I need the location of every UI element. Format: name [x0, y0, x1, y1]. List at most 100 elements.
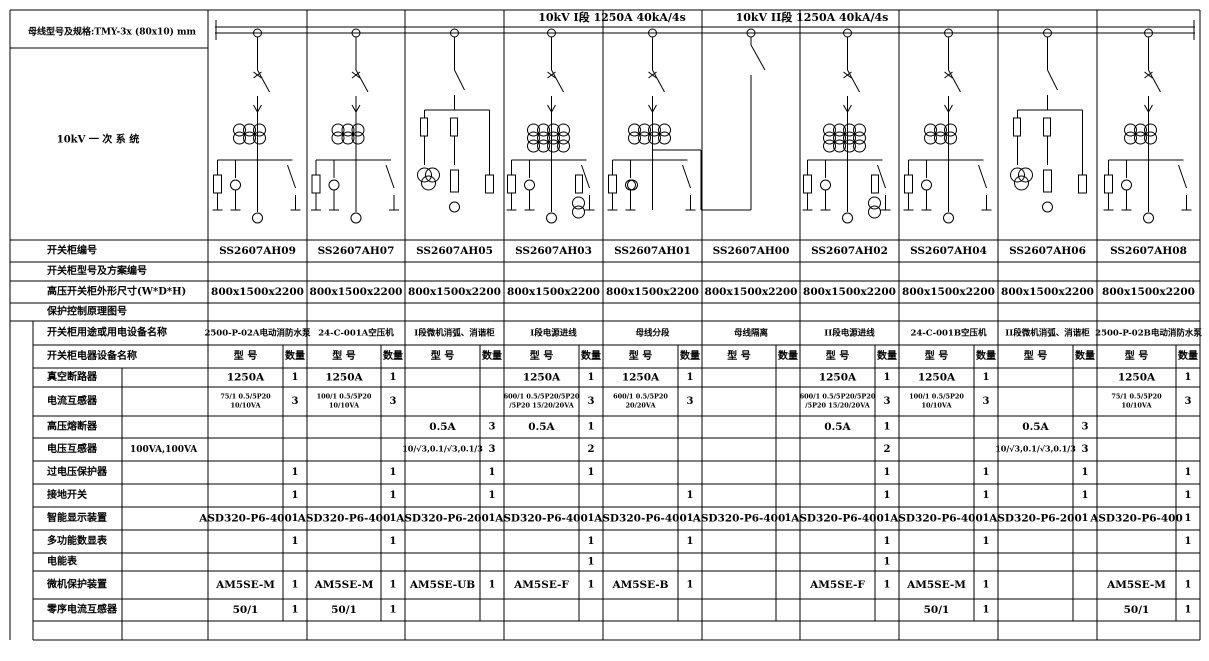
earth-switch — [581, 164, 590, 189]
cell-text: 600/1 0.5/5P20 — [613, 393, 668, 401]
ct — [341, 131, 355, 145]
cell-text: ASD320-P6-400 — [494, 513, 588, 525]
cell-text: 10/10VA — [921, 402, 952, 410]
arrester — [904, 174, 913, 194]
qty-text: 3 — [884, 396, 891, 407]
ct — [628, 123, 641, 137]
ct — [351, 123, 365, 137]
row-label: 真空断路器 — [47, 370, 98, 383]
arrester — [507, 174, 516, 194]
arrester — [311, 174, 321, 194]
qty-text: 1 — [588, 557, 595, 568]
qty-text: 1 — [687, 372, 694, 383]
cell-text: 50/1 — [331, 604, 357, 616]
cell-text: SS2607AH09 — [219, 245, 296, 257]
cell-text: 75/1 0.5/5P20 — [1111, 393, 1162, 401]
qty-text: 1 — [292, 536, 299, 547]
cell-text: SS2607AH05 — [416, 245, 493, 257]
qty-text: 1 — [1185, 580, 1192, 591]
qty-text: 1 — [884, 580, 891, 591]
row-label: 保护控制原理图号 — [46, 305, 127, 318]
arrow — [547, 104, 556, 114]
earth-switch — [1178, 164, 1187, 189]
ct — [833, 131, 846, 145]
earth-switch — [682, 164, 691, 189]
cell-text: 0.5A — [1022, 421, 1049, 433]
cell-text: 800x1500x2200 — [1001, 286, 1094, 298]
cell-text: 10/√3,0.1/√3,0.1/3 — [995, 444, 1076, 454]
ct — [1134, 131, 1147, 145]
arrester — [803, 174, 812, 194]
line — [750, 44, 766, 71]
cell-text: ASD320-P6-400 — [297, 513, 391, 525]
qty-text: 1 — [687, 580, 694, 591]
resistor — [450, 169, 459, 193]
row-label: 电流互感器 — [47, 394, 98, 407]
bus1-label: 10kV I段 1250A 40kA/4s — [538, 10, 686, 24]
cell-text: 800x1500x2200 — [902, 286, 995, 298]
earth-switch — [385, 164, 395, 189]
qty-header: 数量 — [778, 349, 798, 362]
ct — [253, 131, 266, 145]
qty-text: 1 — [390, 605, 397, 616]
qty-text: 1 — [1185, 513, 1192, 524]
cell-text: 800x1500x2200 — [1102, 286, 1195, 298]
row-label: 高压开关柜外形尺寸(W*D*H) — [47, 285, 186, 298]
cell-text: II段电源进线 — [824, 328, 875, 339]
cell-text: 0.5A — [824, 421, 851, 433]
cell-text: ASD320-P6-400 — [593, 513, 687, 525]
qty-text: 3 — [292, 396, 299, 407]
ct — [843, 131, 856, 145]
cable — [842, 212, 853, 224]
qty-text: 3 — [588, 396, 595, 407]
ct — [658, 131, 671, 145]
ct — [628, 131, 641, 145]
cell-text: 20/20VA — [625, 402, 656, 410]
cell-text: 1250A — [622, 372, 660, 384]
model-header: 型 号 — [431, 349, 454, 362]
ct — [351, 131, 365, 145]
cell-text: 1250A — [325, 372, 363, 384]
cell-text: ASD320-P6-200 — [395, 513, 489, 525]
indicator — [820, 179, 831, 191]
qty-text: 1 — [390, 467, 397, 478]
qty-text: 1 — [489, 490, 496, 501]
qty-text: 1 — [884, 372, 891, 383]
qty-text: 3 — [983, 396, 990, 407]
qty-text: 1 — [292, 490, 299, 501]
cable — [943, 212, 954, 224]
indicator — [524, 179, 535, 191]
cell-text: 800x1500x2200 — [408, 286, 501, 298]
ct — [823, 139, 836, 153]
qty-text: 1 — [588, 467, 595, 478]
cell-text: I段电源进线 — [530, 328, 577, 339]
ct — [557, 123, 570, 137]
ct — [243, 123, 256, 137]
cell-text: 75/1 0.5/5P20 — [220, 393, 271, 401]
ct — [638, 131, 651, 145]
arrow — [1144, 104, 1153, 114]
qty-text: 1 — [1082, 467, 1089, 478]
ct — [853, 131, 866, 145]
cell-text: AM5SE-B — [611, 579, 668, 591]
qty-header: 数量 — [285, 349, 305, 362]
cell-text: SS2607AH04 — [910, 245, 987, 257]
ct — [648, 131, 661, 145]
qty-text: 1 — [884, 467, 891, 478]
ct — [638, 123, 651, 137]
cell-text: ASD320-P6-400 — [198, 513, 292, 525]
row-label: 电压互感器 — [47, 442, 98, 455]
qty-text: 1 — [489, 467, 496, 478]
qty-text: 1 — [292, 513, 299, 524]
x-mark — [944, 71, 953, 79]
cable — [1143, 212, 1154, 224]
cell-text: 800x1500x2200 — [507, 286, 600, 298]
x-mark — [648, 71, 657, 79]
cell-text: 1250A — [523, 372, 561, 384]
cell-text: 50/1 — [233, 604, 259, 616]
ct — [944, 131, 957, 145]
row-label: 微机保护装置 — [46, 578, 107, 591]
qty-text: 1 — [1185, 605, 1192, 616]
cell-text: SS2607AH08 — [1110, 245, 1187, 257]
row-label: 开关柜电器设备名称 — [47, 349, 137, 362]
